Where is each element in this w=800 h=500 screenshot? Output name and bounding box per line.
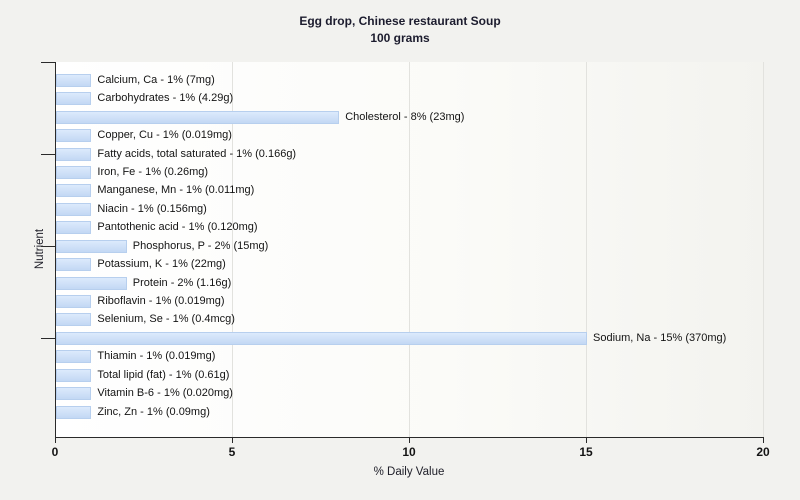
bar [56, 258, 92, 272]
gridline [586, 62, 587, 437]
bar-label: Manganese, Mn - 1% (0.011mg) [97, 184, 255, 197]
bar-label: Sodium, Na - 15% (370mg) [593, 331, 727, 344]
y-axis-tick [41, 62, 56, 63]
bar [56, 202, 92, 216]
bar-row: Carbohydrates - 1% (4.29g) [56, 92, 764, 106]
bar-label: Calcium, Ca - 1% (7mg) [97, 73, 215, 86]
bar-label: Total lipid (fat) - 1% (0.61g) [97, 368, 230, 381]
x-axis: 0 5 10 15 20 [51, 437, 770, 463]
bar-label: Copper, Cu - 1% (0.019mg) [97, 129, 232, 142]
bar-row: Selenium, Se - 1% (0.4mcg) [56, 313, 764, 327]
bar-label: Riboflavin - 1% (0.019mg) [97, 295, 225, 308]
bar [56, 387, 92, 401]
bar [56, 313, 92, 327]
bar [56, 295, 92, 309]
x-axis-tick-label: 0 [51, 445, 59, 459]
bar [56, 73, 92, 87]
bar-row: Niacin - 1% (0.156mg) [56, 202, 764, 216]
bar-row: Riboflavin - 1% (0.019mg) [56, 295, 764, 309]
bar-label: Zinc, Zn - 1% (0.09mg) [97, 405, 210, 418]
gridline [763, 62, 764, 437]
bar-label: Thiamin - 1% (0.019mg) [97, 350, 216, 363]
bar [56, 350, 92, 364]
bar-label: Carbohydrates - 1% (4.29g) [97, 92, 234, 105]
bar [56, 92, 92, 106]
bar-label: Iron, Fe - 1% (0.26mg) [97, 166, 209, 179]
bar [56, 184, 92, 198]
x-axis-tick [232, 438, 233, 443]
bar-row: Iron, Fe - 1% (0.26mg) [56, 166, 764, 180]
bar-label: Protein - 2% (1.16g) [132, 276, 232, 289]
x-axis-tick-label: 20 [756, 445, 770, 459]
bar [56, 276, 127, 290]
bar-label: Cholesterol - 8% (23mg) [345, 110, 465, 123]
x-axis-tick [55, 438, 56, 443]
x-axis-tick [586, 438, 587, 443]
chart-title-line2: 100 grams [370, 31, 430, 45]
bar-row: Potassium, K - 1% (22mg) [56, 258, 764, 272]
bar-row: Cholesterol - 8% (23mg) [56, 110, 764, 124]
x-axis-tick-label: 15 [579, 445, 593, 459]
bar-row: Total lipid (fat) - 1% (0.61g) [56, 368, 764, 382]
bar-label: Niacin - 1% (0.156mg) [97, 202, 207, 215]
x-axis-tick [409, 438, 410, 443]
bar-row: Phosphorus, P - 2% (15mg) [56, 239, 764, 253]
y-axis-label: Nutrient [34, 228, 46, 270]
bar [56, 147, 92, 161]
bar [56, 221, 92, 235]
bar-row: Pantothenic acid - 1% (0.120mg) [56, 221, 764, 235]
bar-row: Calcium, Ca - 1% (7mg) [56, 73, 764, 87]
gridline [232, 62, 233, 437]
x-axis-tick-label: 10 [402, 445, 416, 459]
bar-row: Copper, Cu - 1% (0.019mg) [56, 129, 764, 143]
bar-label: Potassium, K - 1% (22mg) [97, 258, 226, 271]
bar-row: Sodium, Na - 15% (370mg) [56, 331, 764, 345]
bar-label: Selenium, Se - 1% (0.4mcg) [97, 313, 235, 326]
bar-row: Protein - 2% (1.16g) [56, 276, 764, 290]
bar [56, 405, 92, 419]
bar-label: Phosphorus, P - 2% (15mg) [132, 239, 269, 252]
gridline [409, 62, 410, 437]
x-axis-label: % Daily Value [373, 466, 445, 478]
bar-row: Thiamin - 1% (0.019mg) [56, 350, 764, 364]
bar-label: Vitamin B-6 - 1% (0.020mg) [97, 387, 233, 400]
bar [56, 166, 92, 180]
x-axis-tick [763, 438, 764, 443]
y-axis-tick [41, 246, 56, 248]
chart-title: Egg drop, Chinese restaurant Soup 100 gr… [0, 13, 800, 47]
bar-label: Fatty acids, total saturated - 1% (0.166… [97, 147, 297, 160]
bar [56, 331, 587, 345]
bar [56, 239, 127, 253]
bar-row: Fatty acids, total saturated - 1% (0.166… [56, 147, 764, 161]
plot-area: Calcium, Ca - 1% (7mg) Carbohydrates - 1%… [41, 62, 764, 438]
bar-row: Zinc, Zn - 1% (0.09mg) [56, 405, 764, 419]
chart-title-line1: Egg drop, Chinese restaurant Soup [299, 14, 501, 28]
bar-label: Pantothenic acid - 1% (0.120mg) [97, 221, 258, 234]
bar-row: Vitamin B-6 - 1% (0.020mg) [56, 387, 764, 401]
x-axis-tick-label: 5 [228, 445, 236, 459]
bar [56, 368, 92, 382]
y-axis-tick [41, 154, 56, 156]
bar-row: Manganese, Mn - 1% (0.011mg) [56, 184, 764, 198]
bar [56, 129, 92, 143]
y-axis-tick [41, 338, 56, 340]
bar [56, 110, 340, 124]
